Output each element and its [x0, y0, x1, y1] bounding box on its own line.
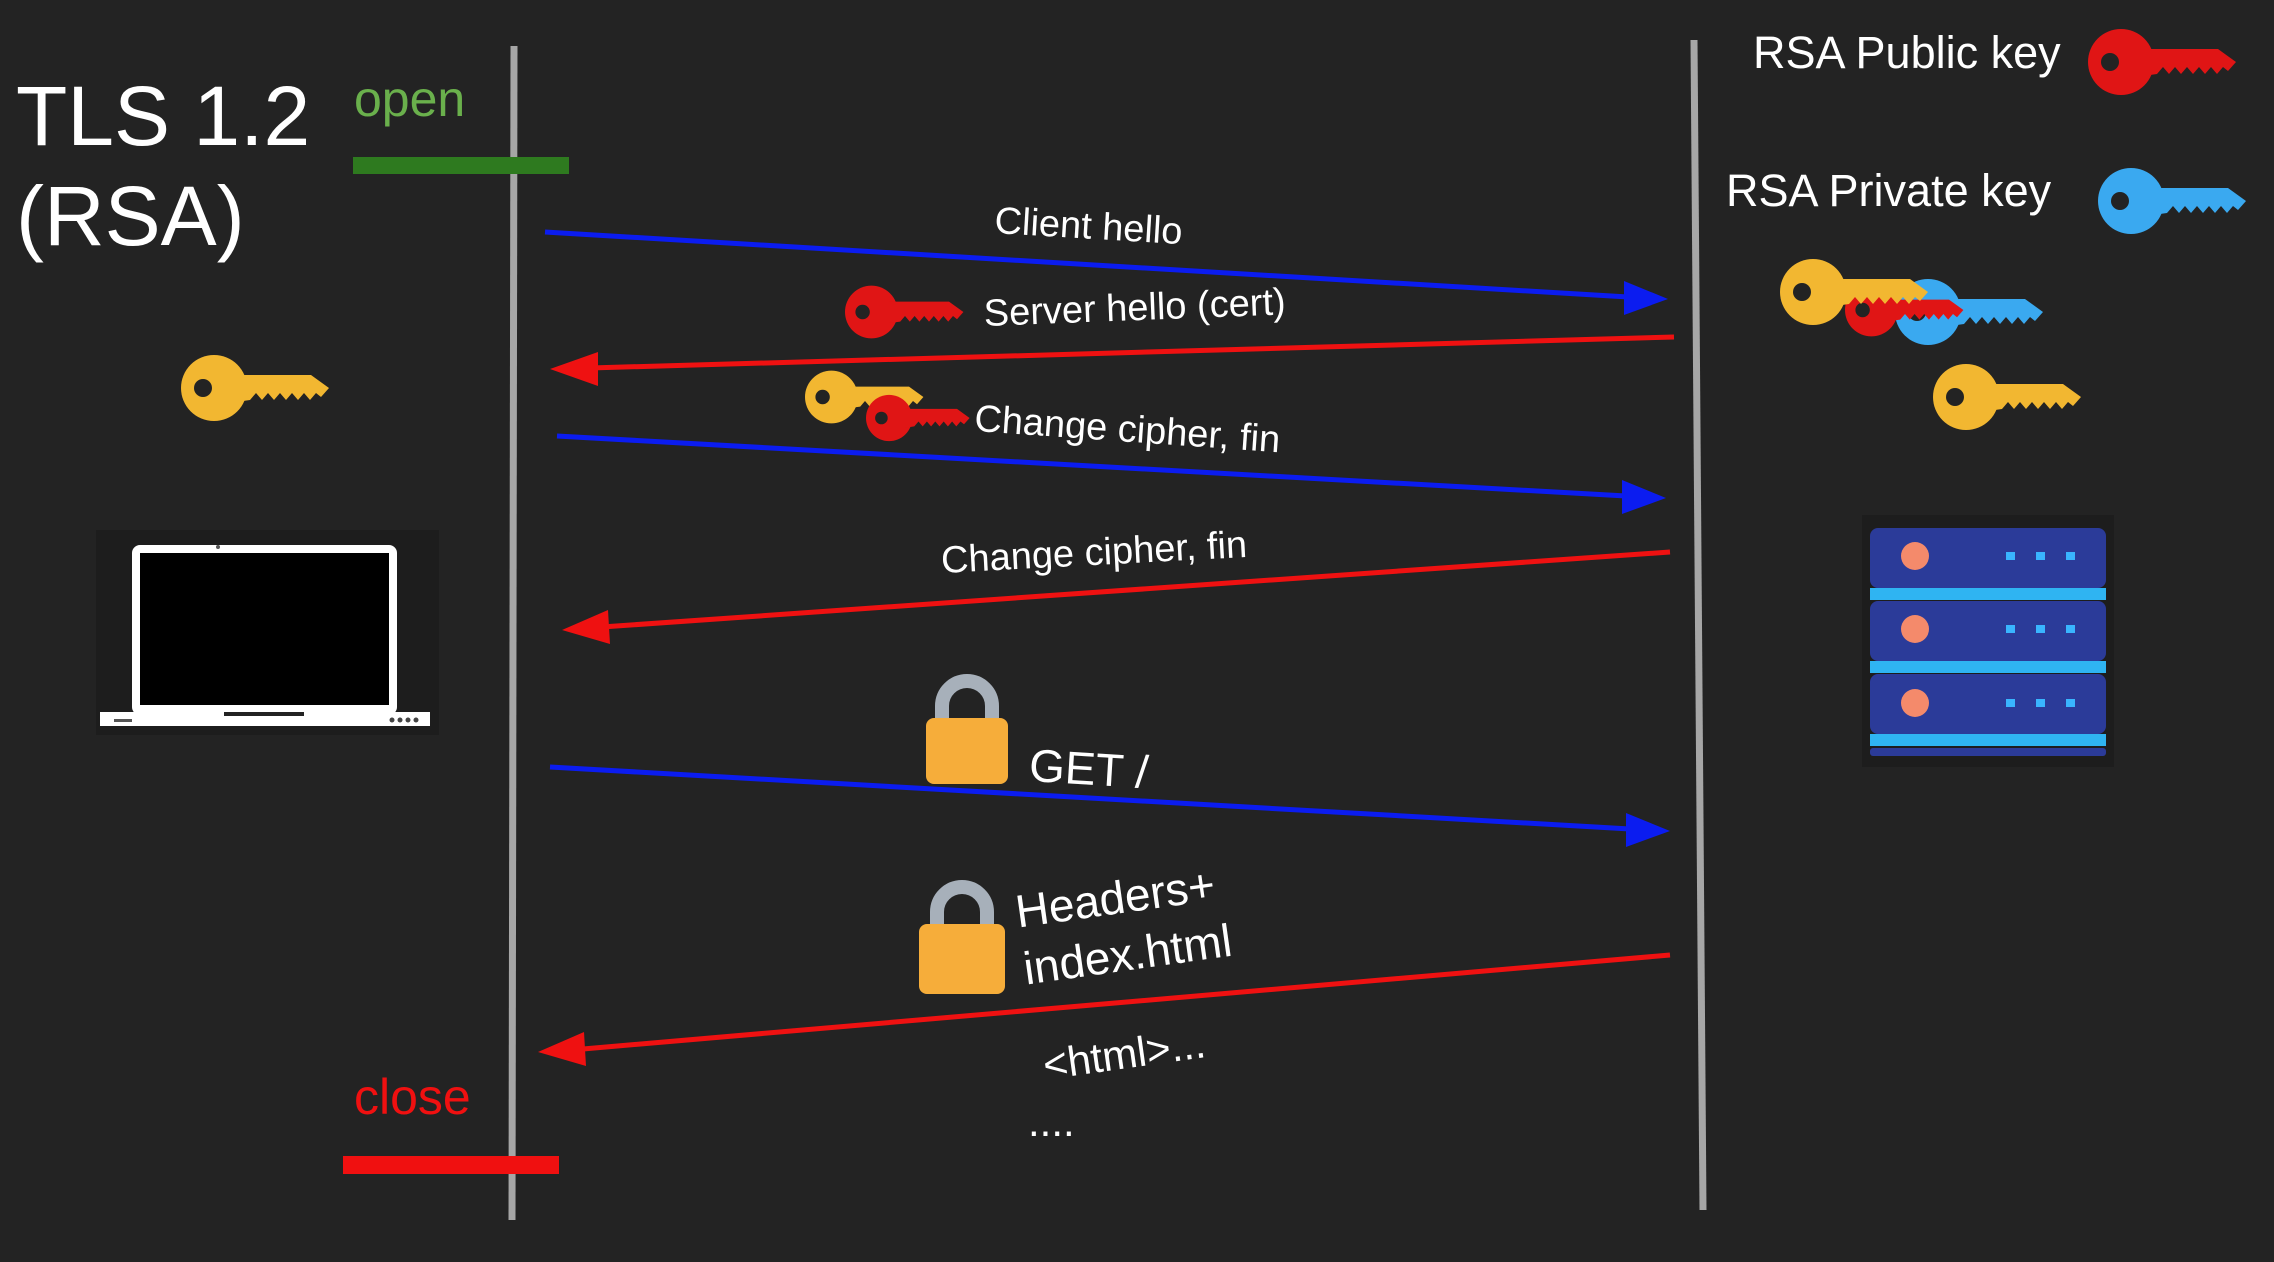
arrow-server-hello: [550, 334, 1675, 386]
server-timeline: [1690, 39, 1707, 1211]
legend-private-key-label: RSA Private key: [1726, 165, 2052, 216]
arrow-client-change-cipher: [556, 433, 1666, 514]
arrow-client-hello: [544, 229, 1668, 315]
yellow-key-icon: [1933, 364, 2081, 430]
client-timeline: [508, 45, 518, 1221]
arrow-get: [549, 764, 1670, 847]
close-bar: [343, 1156, 559, 1174]
message-label-get: GET /: [1027, 738, 1151, 799]
response-body-line2: ....: [1028, 1098, 1075, 1145]
padlock-icon: [926, 674, 1008, 784]
padlock-icon: [919, 880, 1005, 994]
legend-public-key-label: RSA Public key: [1753, 27, 2061, 78]
red-key-icon: [845, 285, 964, 339]
blue-key-icon: [2098, 168, 2246, 234]
open-bar: [353, 157, 569, 174]
yellow-key-icon: [181, 355, 329, 421]
diagram-title-line2: (RSA): [16, 169, 245, 263]
arrow-response: [538, 952, 1671, 1066]
close-label: close: [354, 1069, 471, 1125]
diagram-title-line1: TLS 1.2: [16, 69, 311, 163]
red-key-icon: [2088, 29, 2236, 95]
laptop-icon: [96, 530, 439, 735]
arrow-server-change-cipher: [562, 549, 1671, 644]
open-label: open: [354, 71, 466, 127]
server-rack-icon: [1862, 515, 2114, 767]
